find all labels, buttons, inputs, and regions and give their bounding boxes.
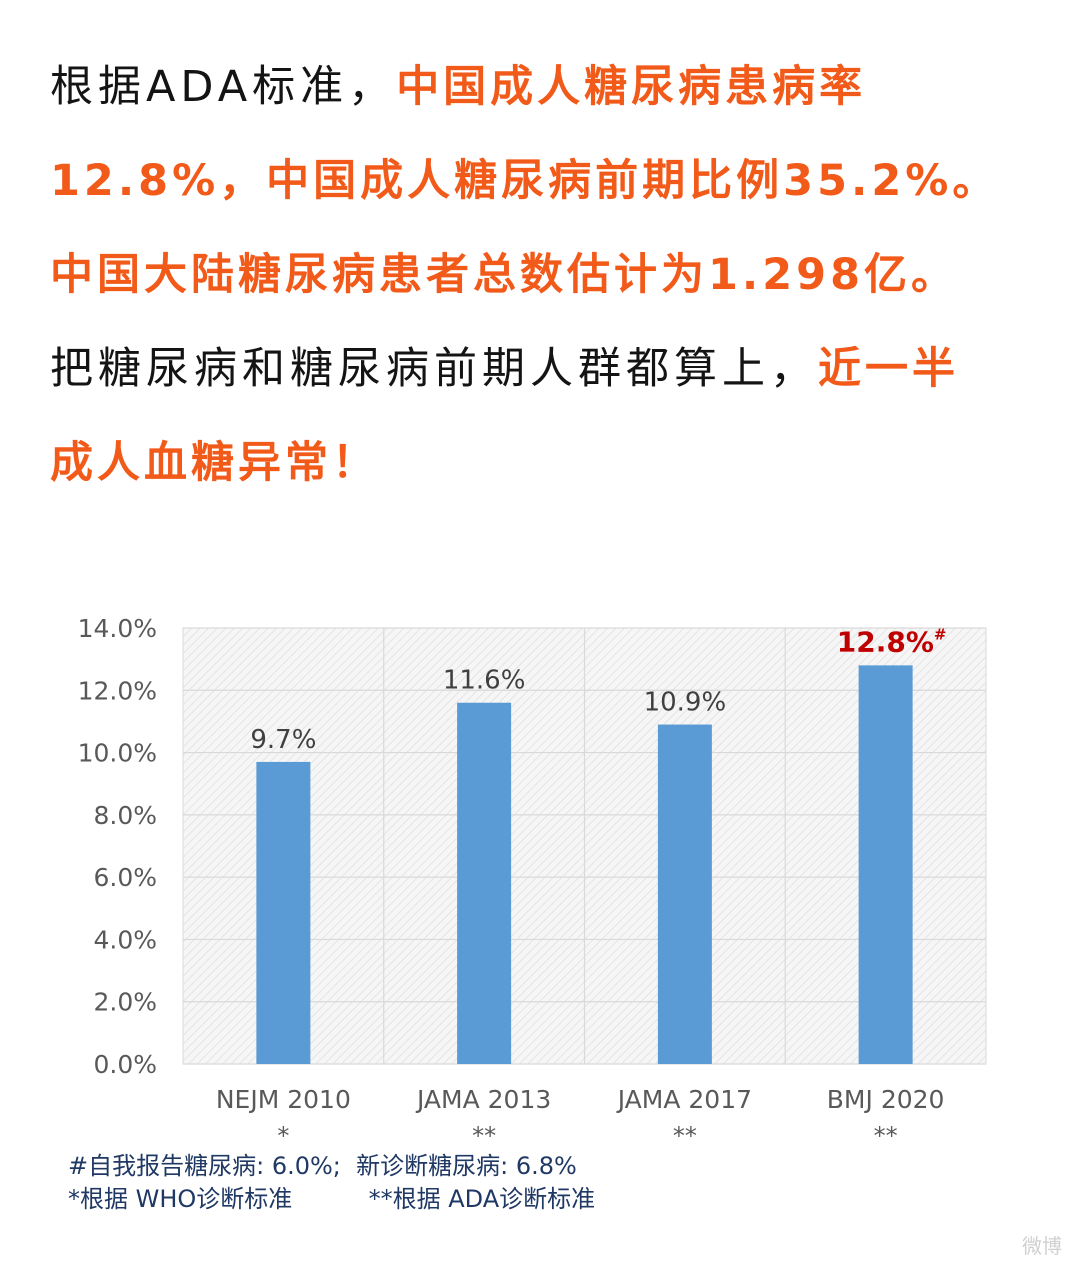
y-tick-label: 8.0% [93,801,157,830]
intro-line-3: 中国大陆糖尿病患者总数估计为1.298亿。 [50,250,959,300]
bar [657,724,712,1064]
intro-line-5: 成人血糖异常！ [50,438,379,488]
y-tick-label: 14.0% [78,614,157,643]
intro-line-2: 12.8%，中国成人糖尿病前期比例35.2%。 [50,156,1000,206]
x-tick-marker: ** [673,1122,697,1150]
bar [256,761,311,1064]
y-tick-label: 12.0% [78,676,157,705]
x-tick-marker: ** [874,1122,898,1150]
data-label: 12.8%# [837,625,947,658]
bar [858,665,913,1064]
gridlines [183,627,986,1065]
intro-line-4: 把糖尿病和糖尿病前期人群都算上，近一半 [50,322,1050,416]
bar [457,702,512,1064]
x-tick-marker: * [277,1122,289,1150]
y-tick-label: 4.0% [93,925,157,954]
y-axis-ticks: 0.0% 2.0% 4.0% 6.0% 8.0% 10.0% 12.0% 14.0% [78,614,157,1079]
data-label: 11.6% [443,666,526,696]
intro-line-1: 根据ADA标准，中国成人糖尿病患病率 [50,40,1050,134]
data-labels: 9.7% 11.6% 10.9% 12.8%# [250,625,946,755]
x-tick-label: NEJM 2010 [216,1085,351,1114]
note-line-1: #自我报告糖尿病: 6.0%; 新诊断糖尿病: 6.8% [68,1152,577,1180]
diabetes-prevalence-bar-chart: 0.0% 2.0% 4.0% 6.0% 8.0% 10.0% 12.0% 14.0% 9.7%… [78,614,987,1150]
intro-line-1-highlight: 中国成人糖尿病患病率 [396,62,867,112]
intro-text: 根据ADA标准，中国成人糖尿病患病率 12.8%，中国成人糖尿病前期比例35.2… [50,40,1050,510]
x-tick-label: JAMA 2013 [415,1085,551,1114]
intro-line-4-plain: 把糖尿病和糖尿病前期人群都算上， [50,344,818,394]
x-tick-label: JAMA 2017 [616,1085,752,1114]
intro-line-1-plain: 根据ADA标准， [50,62,397,112]
y-tick-label: 2.0% [93,988,157,1017]
data-label: 10.9% [644,688,727,718]
x-axis-ticks: NEJM 2010 * JAMA 2013 ** JAMA 2017 ** BMJ 2020… [216,1085,945,1150]
x-tick-label: BMJ 2020 [827,1085,945,1114]
data-label: 9.7% [250,725,316,755]
chart-notes: #自我报告糖尿病: 6.0%; 新诊断糖尿病: 6.8% *根据 WHO诊断标准 … [68,1150,595,1216]
data-label-suffix: # [934,625,947,643]
y-tick-label: 6.0% [93,863,157,892]
y-tick-label: 10.0% [78,739,157,768]
intro-line-4-highlight: 近一半 [818,344,959,394]
bars [256,665,913,1064]
y-tick-label: 0.0% [93,1050,157,1079]
note-line-2: *根据 WHO诊断标准 **根据 ADA诊断标准 [68,1185,596,1213]
watermark: 微博 [1022,1234,1062,1258]
x-tick-marker: ** [472,1122,496,1150]
